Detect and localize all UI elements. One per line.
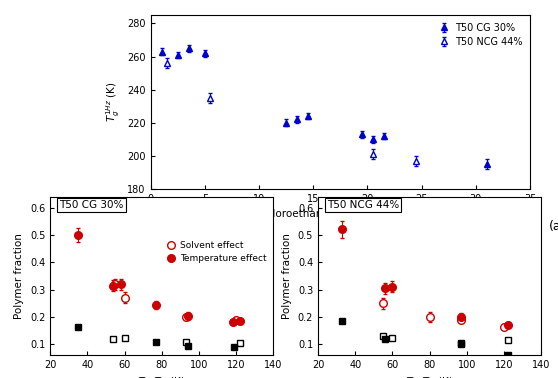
X-axis label: T - T$_g$ (K): T - T$_g$ (K)	[138, 376, 185, 378]
Text: T50 CG 30%: T50 CG 30%	[59, 200, 123, 210]
Legend: T50 CG 30%, T50 NCG 44%: T50 CG 30%, T50 NCG 44%	[435, 20, 525, 50]
X-axis label: T - T$_g$ (K): T - T$_g$ (K)	[406, 376, 453, 378]
Y-axis label: $T_g^{1Hz}$ (K): $T_g^{1Hz}$ (K)	[104, 82, 122, 122]
Legend: Solvent effect, Temperature effect: Solvent effect, Temperature effect	[165, 240, 269, 265]
Y-axis label: Polymer fraction: Polymer fraction	[15, 233, 25, 319]
X-axis label: Dichloroethane weight fraction (%): Dichloroethane weight fraction (%)	[249, 209, 432, 219]
Y-axis label: Polymer fraction: Polymer fraction	[282, 233, 292, 319]
Text: T50 NCG 44%: T50 NCG 44%	[327, 200, 399, 210]
Text: (a): (a)	[549, 220, 558, 233]
